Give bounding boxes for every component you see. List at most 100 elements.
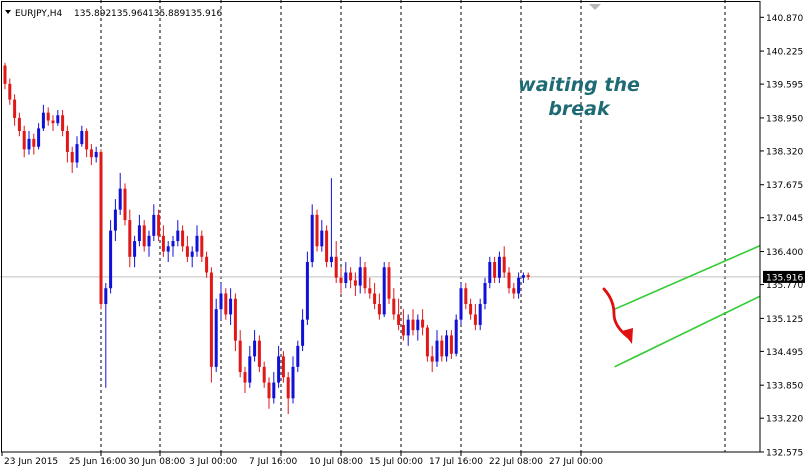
candle-bear [161, 235, 165, 252]
candle-bear [286, 377, 290, 399]
header-high: 135.964 [111, 9, 148, 19]
chart-header: EURJPY,H4 135.892 135.964 135.889 135.91… [5, 4, 601, 19]
candle-bull [253, 340, 257, 357]
candle-bear [233, 298, 237, 341]
header-open: 135.892 [74, 9, 111, 19]
candle-bull [416, 319, 420, 331]
candle-bull [310, 214, 314, 263]
y-tick-label: 134.495 [766, 348, 803, 358]
x-tick-label: 23 Jun 2015 [4, 457, 58, 467]
y-tick-label: 135.770 [766, 281, 803, 291]
candle-bear [51, 120, 55, 124]
candle-bull [147, 235, 151, 247]
candle-bull [320, 230, 324, 247]
candle-bull [190, 251, 194, 257]
candle-bull [113, 209, 117, 231]
candle-bull [517, 277, 521, 294]
candle-bear [22, 131, 26, 150]
plot-frame [1, 1, 761, 453]
time-scale-panel[interactable] [0, 452, 807, 469]
candle-bear [502, 256, 506, 273]
annotation-line-1: waiting the [518, 74, 640, 96]
candle-bull [166, 246, 170, 252]
candle-bear [368, 288, 372, 294]
y-tick-label: 138.320 [766, 147, 803, 157]
candle-bull [277, 356, 281, 383]
candle-bull [521, 275, 525, 278]
candle-bull [80, 131, 84, 145]
candle-bull [406, 319, 410, 336]
candle-bear [401, 324, 405, 336]
candle-bear [17, 117, 21, 132]
candle-bear [464, 288, 468, 304]
y-tick-label: 137.045 [766, 214, 803, 224]
chart-menu-triangle-icon[interactable] [5, 10, 11, 14]
candle-bear [200, 235, 204, 257]
candle-bull [483, 282, 487, 304]
x-tick-label: 27 Jul 00:00 [549, 457, 603, 467]
candle-bear [473, 314, 477, 325]
candle-bull [229, 298, 233, 315]
candle-bear [46, 112, 50, 121]
candle-bear [243, 372, 247, 383]
candle-bear [387, 267, 391, 299]
down-arrow-head-icon [622, 328, 633, 344]
candle-bull [478, 303, 482, 325]
header-symbol: EURJPY,H4 [15, 9, 63, 19]
y-tick-label: 137.675 [766, 181, 803, 191]
candle-bull [329, 256, 333, 263]
down-arrow-shaft[interactable] [602, 287, 630, 339]
candle-bull [358, 267, 362, 286]
candle-bull [75, 144, 79, 163]
candle-bear [353, 280, 357, 286]
candle-bull [195, 235, 199, 252]
candle-bear [8, 83, 12, 100]
candle-bull [382, 267, 386, 315]
candle-bear [123, 188, 127, 221]
candle-bear [65, 131, 69, 152]
candle-bear [339, 277, 343, 283]
chart-shift-marker-icon[interactable] [589, 4, 601, 10]
x-tick-label: 25 Jun 16:00 [69, 457, 126, 467]
candle-bear [32, 138, 36, 147]
candle-bull [118, 188, 122, 210]
candle-bull [497, 256, 501, 278]
candle-bear [430, 356, 434, 362]
candle-bull [152, 214, 156, 236]
candle-bear [363, 267, 367, 289]
candle-bear [61, 115, 65, 132]
candle-bear [224, 293, 228, 315]
candle-bear [89, 149, 93, 158]
candle-bear [334, 256, 338, 278]
candle-bear [99, 151, 103, 304]
candle-bear [281, 356, 285, 378]
x-tick-label: 17 Jul 16:00 [429, 457, 483, 467]
candle-bull [459, 288, 463, 320]
price-scale-panel[interactable] [760, 0, 807, 469]
candle-bear [440, 340, 444, 357]
candle-bull [248, 356, 252, 383]
candle-bull [454, 319, 458, 354]
candle-bear [493, 262, 497, 278]
candle-bull [291, 366, 295, 399]
candle-bull [27, 138, 31, 150]
candle-bear [209, 272, 213, 367]
y-tick-label: 132.575 [766, 449, 803, 459]
period-separators [0, 0, 760, 452]
candle-bull [301, 319, 305, 346]
candle-bear [3, 65, 7, 84]
candle-bear [13, 99, 17, 118]
candle-bear [70, 151, 74, 163]
candle-bull [435, 340, 439, 362]
candle-bull [41, 112, 45, 129]
x-tick-label: 15 Jul 00:00 [369, 457, 423, 467]
annotation-line-2: break [548, 98, 611, 120]
candle-bear [142, 225, 146, 247]
candle-bull [219, 293, 223, 310]
candle-bear [157, 214, 161, 236]
candle-bull [176, 230, 180, 242]
